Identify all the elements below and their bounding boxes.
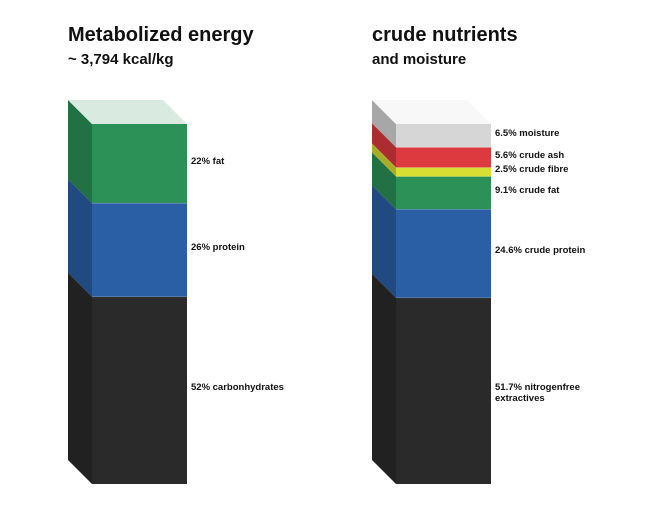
chart1-seg1-label: 52% carbonhydrates	[191, 382, 284, 393]
chart2-seg3-label: 9.1% crude fat	[495, 185, 560, 196]
chart2-seg6-front-face	[396, 124, 491, 148]
chart2-seg5-front-face	[396, 147, 491, 168]
chart2-seg6-top-face	[372, 100, 491, 124]
chart1-seg1-side-face	[68, 272, 92, 484]
chart2-seg5-label: 5.6% crude ash	[495, 150, 564, 161]
chart2-seg1-front-face	[396, 297, 491, 484]
chart2-seg3-front-face	[396, 176, 491, 210]
left-chart-subtitle: ~ 3,794 kcal/kg	[68, 51, 174, 68]
chart1-seg3-side-face	[68, 100, 92, 204]
chart2-seg4-side-face	[372, 143, 396, 177]
chart2-seg4-label: 2.5% crude fibre	[495, 164, 568, 175]
chart2-seg5-side-face	[372, 123, 396, 168]
chart2-seg1-side-face	[372, 273, 396, 484]
right-chart-subtitle: and moisture	[372, 51, 467, 68]
chart2-seg1-label: 51.7% nitrogenfree extractives	[495, 382, 580, 404]
chart2-seg2-side-face	[372, 185, 396, 298]
chart2-seg2-label: 24.6% crude protein	[495, 245, 585, 256]
right-chart-title: crude nutrients	[372, 24, 518, 46]
chart1-seg3-front-face	[92, 124, 187, 204]
chart1-seg3-top-face	[68, 100, 187, 124]
chart1-seg1-front-face	[92, 296, 187, 484]
chart1-seg2-side-face	[68, 179, 92, 297]
chart2-seg6-label: 6.5% moisture	[495, 128, 559, 139]
chart1-seg2-label: 26% protein	[191, 242, 245, 253]
chart2-seg6-side-face	[372, 100, 396, 148]
chart2-seg4-front-face	[396, 167, 491, 177]
chart1-seg3-label: 22% fat	[191, 156, 225, 167]
chart1-seg2-front-face	[92, 203, 187, 297]
chart2-seg2-front-face	[396, 209, 491, 298]
left-chart-title: Metabolized energy	[68, 24, 254, 46]
chart2-seg3-side-face	[372, 152, 396, 210]
